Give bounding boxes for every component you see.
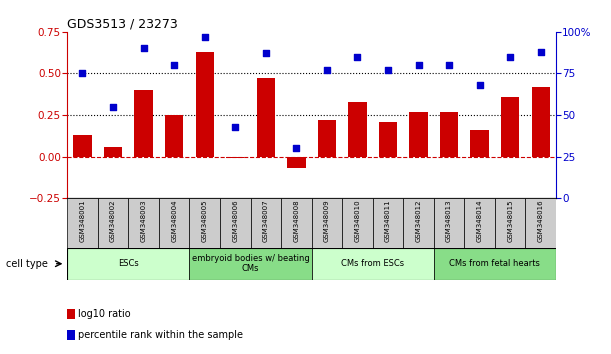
- Text: CMs from fetal hearts: CMs from fetal hearts: [450, 259, 540, 268]
- Text: GSM348013: GSM348013: [446, 200, 452, 242]
- Text: GSM348016: GSM348016: [538, 200, 544, 242]
- Bar: [189, 248, 312, 280]
- Bar: [104, 147, 122, 156]
- Bar: [67, 198, 98, 248]
- Text: GSM348009: GSM348009: [324, 200, 330, 242]
- Bar: [281, 198, 312, 248]
- Point: [353, 54, 362, 59]
- Bar: [434, 198, 464, 248]
- Bar: [373, 198, 403, 248]
- Bar: [165, 115, 183, 156]
- Bar: [220, 198, 251, 248]
- Point: [536, 49, 546, 55]
- Point: [444, 62, 454, 68]
- Bar: [257, 79, 275, 156]
- Point: [322, 67, 332, 73]
- Point: [383, 67, 393, 73]
- Text: ESCs: ESCs: [118, 259, 139, 268]
- Bar: [196, 52, 214, 156]
- Bar: [98, 198, 128, 248]
- Point: [261, 51, 271, 56]
- Bar: [525, 198, 556, 248]
- Point: [505, 54, 515, 59]
- Bar: [67, 248, 189, 280]
- Bar: [409, 112, 428, 156]
- Text: GSM348005: GSM348005: [202, 200, 208, 242]
- Text: GSM348003: GSM348003: [141, 200, 147, 242]
- Point: [139, 46, 148, 51]
- Bar: [189, 198, 220, 248]
- Point: [169, 62, 179, 68]
- Point: [475, 82, 485, 88]
- Point: [291, 145, 301, 151]
- Point: [78, 71, 87, 76]
- Bar: [501, 97, 519, 156]
- Bar: [342, 198, 373, 248]
- Bar: [73, 135, 92, 156]
- Bar: [226, 156, 244, 158]
- Text: GSM348008: GSM348008: [293, 200, 299, 242]
- Bar: [312, 198, 342, 248]
- Bar: [532, 87, 550, 156]
- Point: [108, 104, 118, 110]
- Text: GSM348010: GSM348010: [354, 200, 360, 242]
- Text: GSM348011: GSM348011: [385, 200, 391, 242]
- Point: [414, 62, 423, 68]
- Text: GDS3513 / 23273: GDS3513 / 23273: [67, 18, 178, 31]
- Bar: [470, 130, 489, 156]
- Bar: [495, 198, 525, 248]
- Text: GSM348012: GSM348012: [415, 200, 422, 242]
- Text: GSM348015: GSM348015: [507, 200, 513, 242]
- Bar: [434, 248, 556, 280]
- Text: GSM348004: GSM348004: [171, 200, 177, 242]
- Bar: [318, 120, 336, 156]
- Text: GSM348006: GSM348006: [232, 200, 238, 242]
- Text: cell type: cell type: [6, 259, 48, 269]
- Point: [230, 124, 240, 130]
- Bar: [379, 122, 397, 156]
- Bar: [159, 198, 189, 248]
- Bar: [440, 112, 458, 156]
- Bar: [348, 102, 367, 156]
- Text: embryoid bodies w/ beating
CMs: embryoid bodies w/ beating CMs: [192, 254, 309, 273]
- Text: GSM348014: GSM348014: [477, 200, 483, 242]
- Bar: [134, 90, 153, 156]
- Text: GSM348002: GSM348002: [110, 200, 116, 242]
- Bar: [464, 198, 495, 248]
- Text: GSM348007: GSM348007: [263, 200, 269, 242]
- Bar: [287, 156, 306, 168]
- Bar: [128, 198, 159, 248]
- Bar: [403, 198, 434, 248]
- Bar: [251, 198, 281, 248]
- Text: CMs from ESCs: CMs from ESCs: [341, 259, 404, 268]
- Point: [200, 34, 210, 40]
- Bar: [312, 248, 434, 280]
- Text: log10 ratio: log10 ratio: [78, 309, 131, 319]
- Text: percentile rank within the sample: percentile rank within the sample: [78, 330, 243, 340]
- Text: GSM348001: GSM348001: [79, 200, 86, 242]
